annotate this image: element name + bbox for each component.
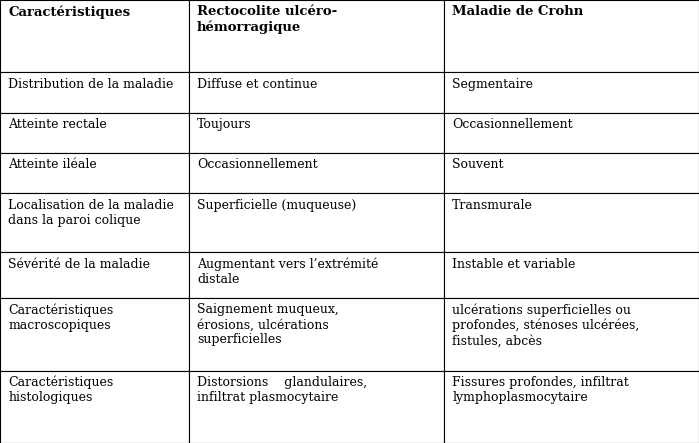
Bar	[444, 153, 699, 193]
Text: Augmentant vers l’extrémité
distale: Augmentant vers l’extrémité distale	[197, 258, 378, 286]
Text: Diffuse et continue: Diffuse et continue	[197, 78, 317, 91]
Text: Distribution de la maladie: Distribution de la maladie	[8, 78, 174, 91]
Bar	[444, 298, 699, 370]
Text: Fissures profondes, infiltrat
lymphoplasmocytaire: Fissures profondes, infiltrat lymphoplas…	[452, 376, 629, 404]
Text: Instable et variable: Instable et variable	[452, 258, 576, 271]
Bar	[189, 193, 444, 253]
Text: Occasionnellement: Occasionnellement	[197, 158, 318, 171]
Text: Atteinte rectale: Atteinte rectale	[8, 118, 107, 131]
Bar	[0, 253, 189, 298]
Text: Segmentaire: Segmentaire	[452, 78, 533, 91]
Bar	[0, 298, 189, 370]
Bar	[444, 73, 699, 113]
Text: Souvent: Souvent	[452, 158, 504, 171]
Bar	[444, 253, 699, 298]
Bar	[444, 0, 699, 73]
Text: Saignement muqueux,
érosions, ulcérations
superficielles: Saignement muqueux, érosions, ulcération…	[197, 303, 339, 346]
Text: ulcérations superficielles ou
profondes, sténoses ulcérées,
fistules, abcès: ulcérations superficielles ou profondes,…	[452, 303, 640, 347]
Bar	[189, 370, 444, 443]
Text: Sévérité de la maladie: Sévérité de la maladie	[8, 258, 150, 271]
Text: Transmurale: Transmurale	[452, 198, 533, 212]
Text: Distorsions    glandulaires,
infiltrat plasmocytaire: Distorsions glandulaires, infiltrat plas…	[197, 376, 367, 404]
Bar	[0, 153, 189, 193]
Bar	[189, 153, 444, 193]
Text: Caractéristiques: Caractéristiques	[8, 5, 131, 19]
Bar	[0, 73, 189, 113]
Bar	[0, 193, 189, 253]
Text: Occasionnellement: Occasionnellement	[452, 118, 573, 131]
Bar	[189, 298, 444, 370]
Bar	[0, 370, 189, 443]
Text: Atteinte iléale: Atteinte iléale	[8, 158, 97, 171]
Bar	[189, 253, 444, 298]
Bar	[444, 113, 699, 153]
Text: Maladie de Crohn: Maladie de Crohn	[452, 5, 584, 18]
Bar	[0, 113, 189, 153]
Text: Superficielle (muqueuse): Superficielle (muqueuse)	[197, 198, 356, 212]
Text: Caractéristiques
histologiques: Caractéristiques histologiques	[8, 376, 114, 404]
Bar	[444, 370, 699, 443]
Bar	[189, 0, 444, 73]
Bar	[444, 193, 699, 253]
Bar	[189, 113, 444, 153]
Text: Toujours: Toujours	[197, 118, 252, 131]
Text: Rectocolite ulcéro-
hémorragique: Rectocolite ulcéro- hémorragique	[197, 5, 338, 34]
Bar	[0, 0, 189, 73]
Bar	[189, 73, 444, 113]
Text: Localisation de la maladie
dans la paroi colique: Localisation de la maladie dans la paroi…	[8, 198, 174, 227]
Text: Caractéristiques
macroscopiques: Caractéristiques macroscopiques	[8, 303, 114, 332]
